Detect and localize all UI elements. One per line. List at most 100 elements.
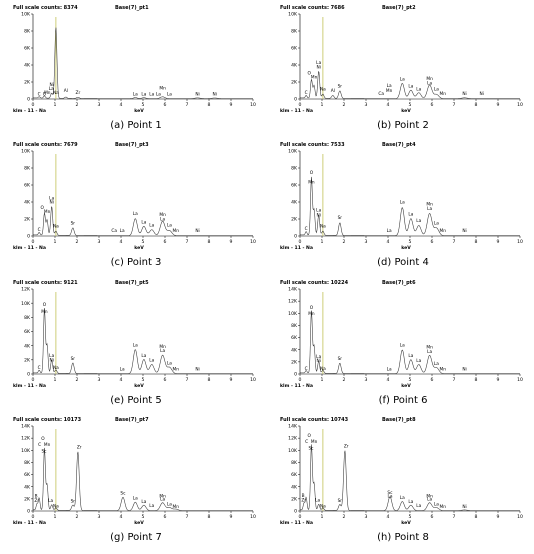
peak-annotation: Zr <box>77 444 82 450</box>
peak-annotation: C <box>305 90 308 96</box>
peak-annotation: La <box>427 206 432 212</box>
y-tick-label: 0 <box>294 234 297 240</box>
x-tick-label: 6 <box>164 102 167 108</box>
x-tick-label: 4 <box>120 514 123 520</box>
peak-annotation: Sc <box>41 449 47 455</box>
peak-annotation: Ni <box>316 64 320 70</box>
cursor-label: klm - 11 - Na <box>280 245 313 251</box>
y-tick-label: 10K <box>288 12 298 18</box>
spectrum-name-label: Base(7)_pt4 <box>382 142 416 148</box>
x-axis-label: keV <box>134 520 144 526</box>
peak-annotation: Ni <box>462 228 466 234</box>
x-tick-label: 1 <box>321 239 324 245</box>
peak-annotation: Na <box>53 90 59 96</box>
x-tick-label: 0 <box>32 239 35 245</box>
x-tick-label: 10 <box>517 377 523 383</box>
peak-annotation: Na <box>320 87 326 93</box>
x-tick-label: 8 <box>475 102 478 108</box>
spectrum-line <box>300 177 520 236</box>
peak-annotation: C <box>38 227 41 233</box>
y-tick-label: 2K <box>291 496 298 502</box>
peak-annotation: Mn <box>440 504 447 510</box>
x-tick-label: 6 <box>431 514 434 520</box>
peak-annotation: Ni <box>195 91 199 97</box>
y-tick-label: 8K <box>291 460 298 466</box>
x-tick-label: 0 <box>299 239 302 245</box>
full-scale-counts-label: Full scale counts: 8374 <box>13 5 78 11</box>
y-tick-label: 14K <box>21 424 31 430</box>
y-tick-label: 0 <box>27 509 30 515</box>
peak-annotation: Mn <box>386 88 393 94</box>
x-tick-label: 9 <box>497 102 500 108</box>
peak-annotation: Mn <box>311 75 318 81</box>
y-tick-label: 8K <box>24 460 31 466</box>
y-tick-label: 10K <box>288 311 298 317</box>
x-tick-label: 2 <box>76 514 79 520</box>
peak-annotation: La <box>427 349 432 355</box>
y-tick-label: 6K <box>24 472 31 478</box>
peak-annotation: Zr <box>34 498 39 504</box>
peak-annotation: Zr <box>301 497 306 503</box>
spectrum-name-label: Base(7)_pt3 <box>115 142 149 148</box>
y-tick-label: 4K <box>291 347 298 353</box>
peak-annotation: Na <box>53 365 59 371</box>
x-tick-label: 3 <box>98 102 101 108</box>
y-tick-label: 10K <box>288 448 298 454</box>
peak-annotation: Zr <box>344 443 349 449</box>
peak-annotation: Ni <box>195 228 199 234</box>
panel-caption: (d) Point 4 <box>377 257 429 268</box>
x-tick-label: 5 <box>142 239 145 245</box>
x-tick-label: 6 <box>431 102 434 108</box>
cursor-label: klm - 11 - Na <box>13 520 46 526</box>
x-tick-label: 3 <box>98 514 101 520</box>
x-tick-label: 3 <box>365 514 368 520</box>
peak-annotation: La <box>416 218 421 224</box>
y-tick-label: 2K <box>24 80 31 86</box>
peak-annotation: La <box>133 211 138 217</box>
peak-annotation: Ni <box>49 200 53 206</box>
panel-caption: (f) Point 6 <box>379 395 428 406</box>
peak-annotation: La <box>408 84 413 90</box>
y-tick-label: 6K <box>24 329 31 335</box>
y-tick-label: 6K <box>291 472 298 478</box>
x-tick-label: 9 <box>497 377 500 383</box>
peak-annotation: C <box>38 442 41 448</box>
peak-annotation: La <box>167 223 172 229</box>
peak-annotation: C <box>305 226 308 232</box>
x-tick-label: 2 <box>76 102 79 108</box>
peak-annotation: La <box>149 223 154 229</box>
peak-annotation: La <box>427 497 432 503</box>
x-axis-label: keV <box>401 520 411 526</box>
x-tick-label: 1 <box>54 239 57 245</box>
y-tick-label: 12K <box>288 436 298 442</box>
x-tick-label: 2 <box>343 102 346 108</box>
x-tick-label: 0 <box>32 102 35 108</box>
y-tick-label: 12K <box>21 287 31 293</box>
x-tick-label: 2 <box>343 239 346 245</box>
x-tick-label: 4 <box>387 102 390 108</box>
peak-annotation: La <box>149 358 154 364</box>
peak-annotation: C <box>38 365 41 371</box>
peak-annotation: Mn <box>311 439 318 445</box>
x-tick-label: 4 <box>120 377 123 383</box>
peak-annotation: La <box>400 200 405 206</box>
cursor-label: klm - 11 - Na <box>13 383 46 389</box>
x-tick-label: 3 <box>365 377 368 383</box>
x-tick-label: 3 <box>98 377 101 383</box>
peak-annotation: La <box>149 91 154 97</box>
peak-annotation: O <box>310 305 314 311</box>
spectrum-name-label: Base(7)_pt1 <box>115 5 149 11</box>
peak-annotation: La <box>416 87 421 93</box>
peak-annotation: Na <box>320 224 326 230</box>
peak-annotation: Ni <box>49 357 53 363</box>
y-tick-label: 12K <box>288 299 298 305</box>
peak-annotation: La <box>434 221 439 227</box>
x-tick-label: 1 <box>54 514 57 520</box>
full-scale-counts-label: Full scale counts: 10224 <box>280 280 349 286</box>
